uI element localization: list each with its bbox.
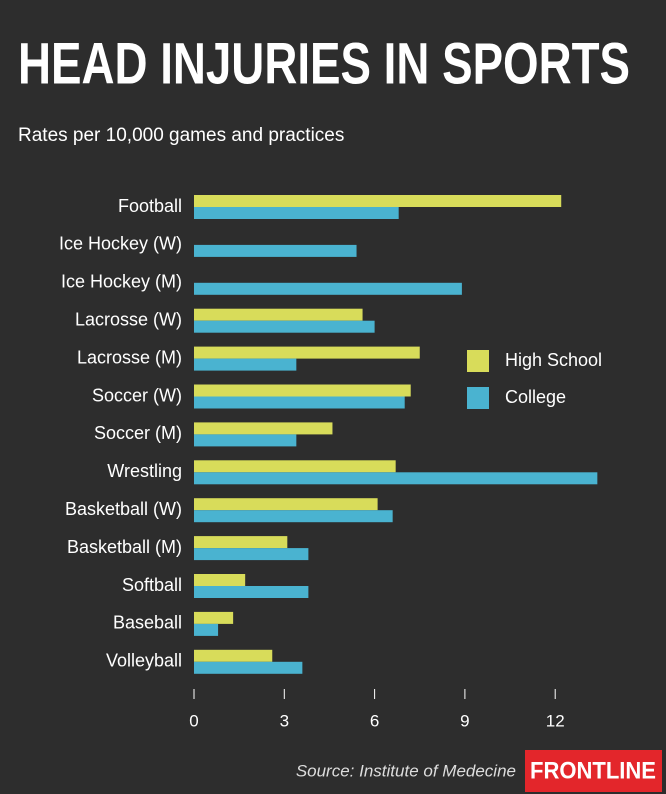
bar (194, 586, 309, 598)
bar (194, 282, 462, 295)
bar (194, 548, 309, 561)
y-tick-label: Soccer (W) (92, 385, 182, 405)
bar (194, 320, 375, 333)
y-tick-label: Wrestling (107, 461, 182, 481)
y-tick-label: Basketball (W) (65, 499, 182, 519)
bar (194, 358, 297, 371)
y-tick-label: Baseball (113, 613, 182, 633)
logo: FRONTLINE (530, 757, 656, 784)
y-tick-label: Ice Hockey (W) (59, 234, 182, 254)
chart-title: HEAD INJURIES IN SPORTS (18, 31, 630, 96)
y-tick-label: Soccer (M) (94, 423, 182, 443)
y-tick-label: Basketball (M) (67, 537, 182, 557)
bar (194, 510, 393, 523)
x-tick-label: 12 (546, 711, 565, 730)
bar (194, 536, 288, 549)
bar (194, 649, 273, 662)
bar (194, 623, 219, 636)
x-tick-label: 3 (280, 711, 289, 730)
bar (194, 574, 246, 586)
y-tick-label: Volleyball (106, 651, 182, 671)
bar (194, 396, 405, 409)
y-tick-label: Lacrosse (W) (75, 309, 182, 329)
bar (194, 207, 399, 219)
logo-box (525, 750, 662, 792)
bar (194, 308, 363, 321)
legend-label: High School (505, 350, 602, 370)
y-tick-label: Softball (122, 575, 182, 595)
x-tick-label: 9 (460, 711, 469, 730)
bar (194, 460, 396, 473)
bar (194, 195, 562, 207)
legend-swatch (467, 387, 489, 409)
legend-swatch (467, 350, 489, 372)
y-tick-label: Football (118, 196, 182, 216)
bar (194, 661, 303, 674)
bar (194, 434, 297, 447)
x-tick-label: 6 (370, 711, 379, 730)
bar (194, 498, 378, 511)
bar (194, 611, 234, 624)
subtitle: Rates per 10,000 games and practices (18, 125, 344, 146)
bar (194, 384, 411, 397)
source: Source: Institute of Medecine (296, 761, 516, 780)
bar (194, 422, 333, 435)
y-tick-label: Ice Hockey (M) (61, 272, 182, 292)
bar (194, 472, 598, 485)
y-tick-label: Lacrosse (M) (77, 347, 182, 367)
bar (194, 244, 357, 257)
x-tick-label: 0 (189, 711, 198, 730)
legend-label: College (505, 387, 566, 407)
bar (194, 346, 420, 359)
